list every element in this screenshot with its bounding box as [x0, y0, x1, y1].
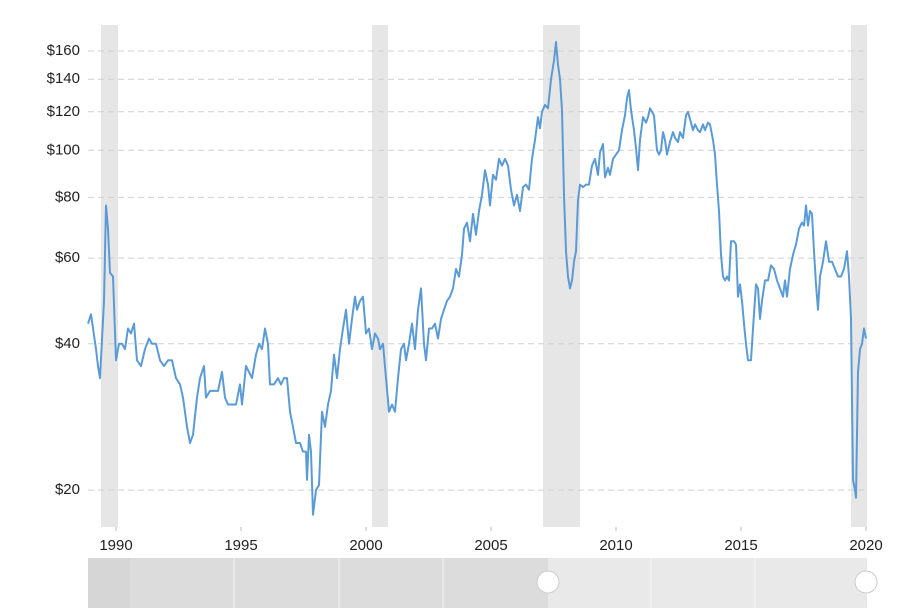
y-tick-label: $60: [55, 249, 80, 266]
y-tick-label: $80: [55, 188, 80, 205]
x-tick-label: 2020: [849, 537, 882, 554]
x-tick-label: 2000: [349, 537, 382, 554]
y-tick-label: $100: [47, 141, 80, 158]
navigator-mask: [88, 558, 130, 608]
navigator-handle[interactable]: [854, 570, 878, 594]
x-tick-label: 2010: [599, 537, 632, 554]
y-tick-label: $20: [55, 481, 80, 498]
x-tick-label: 1995: [224, 537, 257, 554]
navigator-handle[interactable]: [536, 570, 560, 594]
x-tick-label: 2005: [474, 537, 507, 554]
x-tick-label: 1990: [99, 537, 132, 554]
recession-bands: [101, 25, 867, 527]
y-tick-label: $140: [47, 70, 80, 87]
y-tick-label: $40: [55, 335, 80, 352]
axis-labels: $20 $40 $60 $80 $100 $120 $140 $160 1990 1995 2000…: [47, 42, 883, 554]
grid: [88, 50, 867, 531]
series: [87, 41, 867, 516]
y-tick-label: $120: [47, 103, 80, 120]
recession-band: [372, 25, 388, 527]
navigator[interactable]: [88, 558, 878, 608]
y-tick-label: $160: [47, 42, 80, 59]
x-tick-label: 2015: [724, 537, 757, 554]
line: [87, 41, 867, 516]
